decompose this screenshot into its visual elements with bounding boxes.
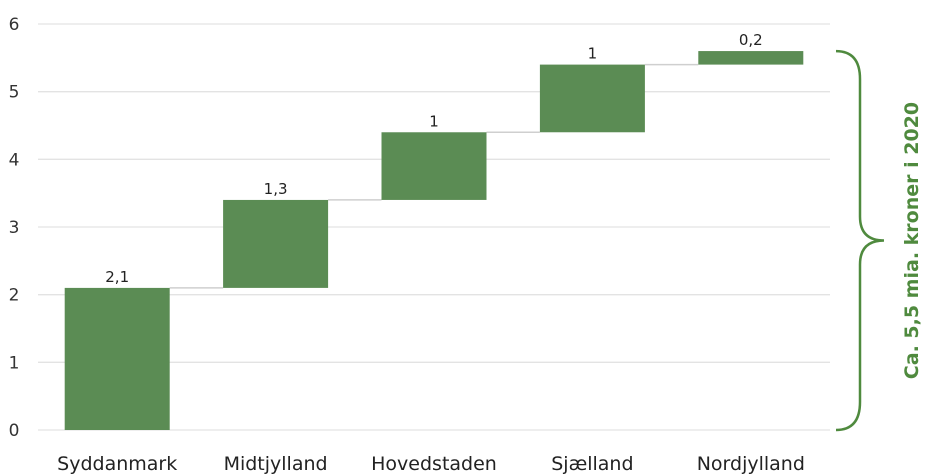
bar: [223, 200, 328, 288]
y-tick-label: 4: [9, 150, 20, 170]
bar: [382, 132, 487, 200]
x-category-label: Nordjylland: [697, 453, 805, 475]
total-annotation: Ca. 5,5 mia. kroner i 2020: [901, 102, 923, 379]
y-tick-label: 5: [9, 83, 20, 103]
y-tick-label: 6: [9, 15, 20, 35]
y-tick-label: 3: [9, 218, 20, 238]
data-label: 1,3: [264, 180, 288, 198]
y-tick-label: 1: [9, 353, 20, 373]
y-axis-tick-labels: 0 1 2 3 4 5 6: [9, 15, 20, 441]
bar: [65, 288, 170, 430]
x-category-label: Midtjylland: [224, 453, 328, 475]
bars: [65, 51, 804, 430]
data-label: 1: [588, 45, 598, 63]
y-tick-label: 2: [9, 286, 20, 306]
data-label: 0,2: [739, 31, 763, 49]
x-category-label: Syddanmark: [57, 453, 177, 475]
bar: [698, 51, 803, 65]
bar: [540, 65, 645, 133]
y-tick-label: 0: [9, 421, 20, 441]
x-category-label: Sjælland: [551, 453, 633, 475]
x-axis-category-labels: Syddanmark Midtjylland Hovedstaden Sjælland…: [57, 453, 805, 475]
data-label: 2,1: [105, 268, 129, 286]
x-category-label: Hovedstaden: [371, 453, 497, 475]
curly-brace: [836, 51, 884, 430]
data-label: 1: [429, 112, 439, 130]
